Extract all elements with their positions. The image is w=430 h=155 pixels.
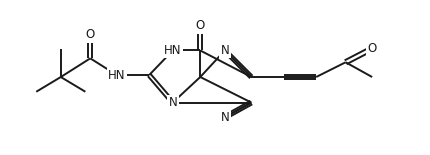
Text: HN: HN xyxy=(164,44,181,57)
Text: N: N xyxy=(169,96,177,109)
Text: N: N xyxy=(221,44,229,57)
Text: O: O xyxy=(196,19,205,32)
Text: HN: HN xyxy=(108,69,126,82)
Text: O: O xyxy=(86,28,95,41)
Text: O: O xyxy=(368,42,377,55)
Text: N: N xyxy=(221,111,229,124)
